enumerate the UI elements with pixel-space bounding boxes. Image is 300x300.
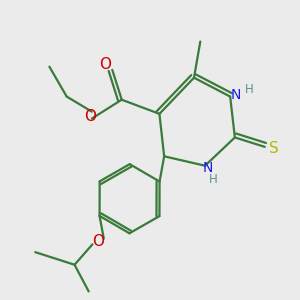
Text: N: N — [231, 88, 241, 102]
Text: O: O — [92, 234, 104, 249]
Text: S: S — [269, 141, 278, 156]
Text: H: H — [208, 173, 217, 186]
Text: O: O — [84, 110, 96, 124]
Text: O: O — [99, 57, 111, 72]
Text: H: H — [244, 83, 253, 96]
Text: N: N — [203, 161, 213, 175]
